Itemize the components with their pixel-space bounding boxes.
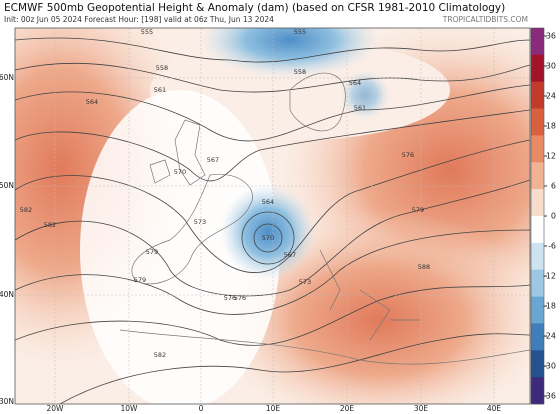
colorbar-swatch [531, 216, 544, 244]
colorbar-swatch [531, 242, 544, 271]
contour-label: 564 [349, 79, 361, 87]
contour-label: 576 [402, 151, 414, 159]
colorbar-swatch [531, 296, 544, 324]
title: ECMWF 500mb Geopotential Height & Anomal… [4, 2, 505, 14]
contours [15, 37, 530, 404]
colorbar-label: -6 [548, 242, 556, 251]
lon-label: 20W [47, 404, 65, 413]
lat-label: 50N [0, 181, 14, 190]
colorbar-label: 36 [546, 32, 556, 41]
lon-label: 40E [487, 404, 502, 413]
colorbar-label: 0 [551, 212, 556, 221]
contour-label: 573 [299, 278, 311, 286]
lat-label: 60N [0, 73, 14, 82]
colorbar-label: 6 [551, 182, 556, 191]
lon-label: 20E [340, 404, 355, 413]
colorbar-label: -24 [543, 332, 556, 341]
anomaly-neutral [80, 90, 280, 404]
anomaly-cold [220, 184, 316, 280]
contour-label: 576 [224, 294, 236, 302]
contour-label: 555 [294, 28, 306, 36]
colorbar-label: -30 [543, 362, 556, 371]
colorbar-label: -18 [543, 302, 556, 311]
contour-label: 579 [412, 206, 424, 214]
lon-label: 0 [199, 404, 204, 413]
contour-label: 561 [354, 104, 366, 112]
contour-label: 582 [20, 206, 32, 214]
contour-label: 558 [294, 68, 306, 76]
lon-label: 30E [414, 404, 429, 413]
colorbar-swatch [531, 350, 544, 378]
lat-label: 30N [0, 397, 14, 406]
map-frame [14, 27, 531, 405]
contour-label: 561 [154, 86, 166, 94]
colorbar-swatch [531, 54, 544, 83]
brand: TROPICALTIDBITS.COM [442, 15, 528, 24]
contour-label: 582 [154, 351, 166, 359]
colorbar-label: 30 [546, 62, 556, 71]
colorbar-label: -12 [543, 272, 556, 281]
colorbar-label: -36 [543, 392, 556, 401]
colorbar-label: 24 [546, 92, 556, 101]
contour-label: 588 [418, 263, 430, 271]
contour-label: 567 [207, 156, 219, 164]
colorbar-swatch [531, 323, 544, 351]
lon-label: 10E [266, 404, 281, 413]
colorbar-frame [530, 27, 545, 405]
colorbar-swatch [531, 135, 544, 163]
colorbar-label: 18 [546, 122, 556, 131]
colorbar-swatch [531, 108, 544, 136]
subtitle: Init: 00z Jun 05 2024 Forecast Hour: [19… [4, 15, 274, 24]
contour-label: 582 [44, 221, 56, 229]
lon-label: 10W [121, 404, 139, 413]
graticule [15, 28, 530, 404]
colorbar-swatch [531, 189, 544, 217]
colorbar-swatch [531, 269, 544, 297]
colorbar-swatch [531, 28, 544, 56]
contour-label: 555 [141, 28, 153, 36]
contour-label: 564 [262, 198, 274, 206]
colorbar-swatch [531, 377, 544, 405]
contour-label: 570 [262, 234, 274, 242]
contour-label: 579 [146, 248, 158, 256]
coastlines [119, 72, 530, 365]
anomaly-cold [340, 70, 390, 120]
contour-label: 573 [194, 218, 206, 226]
contour-label: 558 [156, 64, 168, 72]
lat-label: 40N [0, 290, 14, 299]
contour-label: 579 [134, 276, 146, 284]
colorbar-label: 12 [546, 152, 556, 161]
anomaly-cold [200, 28, 380, 78]
contour-label: 576 [234, 294, 246, 302]
contour-label: 564 [86, 98, 98, 106]
colorbar-swatch [531, 81, 544, 109]
contour-label: 567 [284, 251, 296, 259]
colorbar-swatch [531, 162, 544, 190]
contour-label: 570 [174, 168, 186, 176]
